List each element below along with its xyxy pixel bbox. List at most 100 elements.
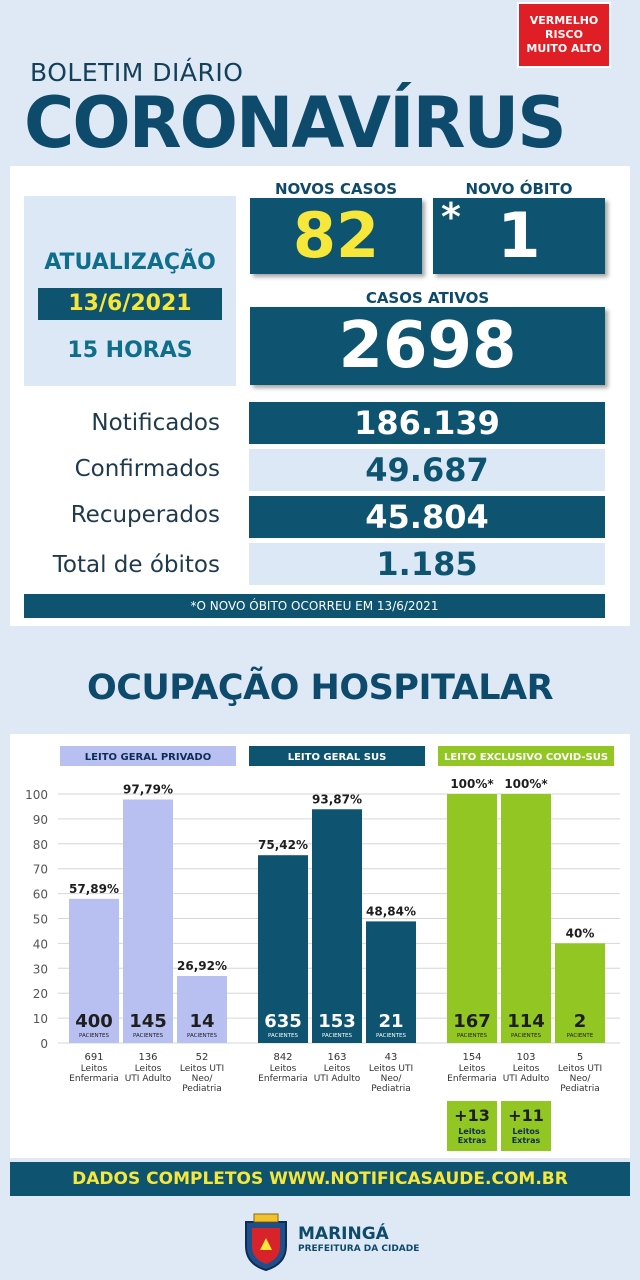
occupancy-title: OCUPAÇÃO HOSPITALAR <box>86 668 554 708</box>
group-header-label: LEITO GERAL PRIVADO <box>85 752 211 763</box>
bar-bed-type: UTI Adulto <box>125 1074 172 1084</box>
stat-label-notified: Notificados <box>91 410 220 436</box>
bar-bed-type: Pediatria <box>371 1084 411 1094</box>
extra-beds-label: Extras <box>512 1136 541 1145</box>
y-tick-label: 50 <box>33 913 48 927</box>
bar-patients-value: 167 <box>453 1011 491 1032</box>
bar-bed-type: Pediatria <box>560 1084 600 1094</box>
bar-bed-type: Leitos <box>459 1064 486 1074</box>
bar-covid-1 <box>501 794 551 1043</box>
active-cases-label: CASOS ATIVOS <box>365 289 490 307</box>
bar-pct-label: 100%* <box>504 777 548 791</box>
bar-bed-type: Leitos <box>81 1064 108 1074</box>
bar-patients-value: 14 <box>189 1011 214 1032</box>
bar-pct-label: 75,42% <box>258 838 308 852</box>
stat-label-recovered: Recuperados <box>70 502 220 528</box>
y-tick-label: 10 <box>33 1012 48 1026</box>
y-tick-label: 30 <box>33 962 48 976</box>
extra-beds-label: Leitos <box>458 1127 486 1136</box>
y-tick-label: 90 <box>33 813 48 827</box>
bar-patients-label: PACIENTE <box>567 1033 594 1039</box>
bar-patients-label: PACIENTES <box>268 1033 299 1039</box>
bar-bed-type: Leitos <box>135 1064 162 1074</box>
stat-label-deaths: Total de óbitos <box>52 552 220 578</box>
bar-bed-type: Leitos <box>324 1064 351 1074</box>
y-tick-label: 0 <box>40 1037 48 1051</box>
bar-beds-value: 43 <box>385 1052 398 1063</box>
extra-beds-box <box>447 1101 497 1151</box>
bar-patients-label: PACIENTES <box>322 1033 353 1039</box>
bar-sus-1 <box>312 809 362 1043</box>
extra-beds-value: +11 <box>508 1106 544 1125</box>
new-death-value: 1 <box>497 199 541 272</box>
risk-line-2: RISCO <box>545 28 583 41</box>
occupancy-chart: 0 10 20 30 40 50 60 70 80 90 100 LEITO GERAL PRIVAD… <box>25 746 620 1151</box>
new-death-box: * 1 <box>433 198 605 274</box>
bar-beds-value: 154 <box>462 1052 481 1063</box>
city-name: MARINGÁ <box>298 1224 389 1244</box>
bar-pct-label: 57,89% <box>69 882 119 896</box>
risk-badge: VERMELHO RISCO MUITO ALTO <box>517 2 611 68</box>
new-cases-box: 82 <box>250 198 422 274</box>
y-tick-label: 100 <box>25 788 48 802</box>
update-label: ATUALIZAÇÃO <box>44 250 216 275</box>
risk-line-3: MUITO ALTO <box>526 42 602 55</box>
bar-patients-value: 2 <box>574 1011 587 1032</box>
bar-pct-label: 100%* <box>450 777 494 791</box>
bar-pct-label: 48,84% <box>366 904 416 918</box>
y-tick-label: 20 <box>33 987 48 1001</box>
bar-beds-value: 5 <box>577 1052 583 1063</box>
extra-beds-value: +13 <box>454 1106 490 1125</box>
bar-sus-0 <box>258 855 308 1043</box>
bar-covid-0 <box>447 794 497 1043</box>
bar-bed-type: Leitos UTI <box>369 1064 413 1074</box>
update-date: 13/6/2021 <box>38 288 222 320</box>
y-tick-label: 70 <box>33 863 48 877</box>
bar-bed-type: Leitos <box>270 1064 297 1074</box>
bar-patients-value: 400 <box>75 1011 113 1032</box>
stat-value-notified: 186.139 <box>249 402 605 444</box>
footer-bar: DADOS COMPLETOS WWW.NOTIFICASAUDE.COM.BR <box>10 1162 630 1196</box>
bar-bed-type: Pediatria <box>182 1084 222 1094</box>
new-death-label: NOVO ÓBITO <box>465 180 573 198</box>
bar-pct-label: 93,87% <box>312 792 362 806</box>
bar-beds-value: 52 <box>196 1052 209 1063</box>
extra-beds-label: Leitos <box>512 1127 540 1136</box>
bar-bed-type: Enfermaria <box>258 1074 308 1084</box>
bar-bed-type: UTI Adulto <box>314 1074 361 1084</box>
bar-patients-label: PACIENTES <box>187 1033 218 1039</box>
stat-value-confirmed: 49.687 <box>249 449 605 491</box>
extra-beds-box <box>501 1101 551 1151</box>
bar-covid-2 <box>555 943 605 1043</box>
bar-bed-type: Neo/ <box>192 1074 214 1084</box>
new-cases-label: NOVOS CASOS <box>275 180 397 198</box>
bar-patients-label: PACIENTES <box>511 1033 542 1039</box>
bar-patients-value: 635 <box>264 1011 302 1032</box>
bar-patients-label: PACIENTES <box>376 1033 407 1039</box>
bar-pct-label: 40% <box>566 926 595 940</box>
city-sub: PREFEITURA DA CIDADE <box>298 1244 420 1254</box>
bulletin-subtitle: BOLETIM DIÁRIO <box>30 58 244 87</box>
risk-line-1: VERMELHO <box>529 14 599 27</box>
bar-bed-type: Enfermaria <box>69 1074 119 1084</box>
y-tick-label: 80 <box>33 838 48 852</box>
death-note: *O NOVO ÓBITO OCORREU EM 13/6/2021 <box>24 594 605 618</box>
bar-bed-type: UTI Adulto <box>503 1074 550 1084</box>
bar-beds-value: 163 <box>327 1052 346 1063</box>
bar-patients-value: 21 <box>378 1011 403 1032</box>
stat-label-confirmed: Confirmados <box>74 456 220 482</box>
bar-patients-value: 114 <box>507 1011 545 1032</box>
bar-private-2 <box>177 975 227 1043</box>
bar-patients-value: 153 <box>318 1011 356 1032</box>
bar-patients-label: PACIENTES <box>133 1033 164 1039</box>
active-cases-box: 2698 <box>250 307 605 385</box>
bar-beds-value: 842 <box>273 1052 292 1063</box>
bar-beds-value: 691 <box>84 1052 103 1063</box>
update-hour: 15 HORAS <box>67 338 193 363</box>
bar-bed-type: Neo/ <box>570 1074 592 1084</box>
bar-patients-label: PACIENTES <box>79 1033 110 1039</box>
bar-patients-label: PACIENTES <box>457 1033 488 1039</box>
group-header-sus <box>249 746 425 766</box>
group-header-label: LEITO GERAL SUS <box>288 752 387 763</box>
group-header-label: LEITO EXCLUSIVO COVID-SUS <box>444 752 608 763</box>
